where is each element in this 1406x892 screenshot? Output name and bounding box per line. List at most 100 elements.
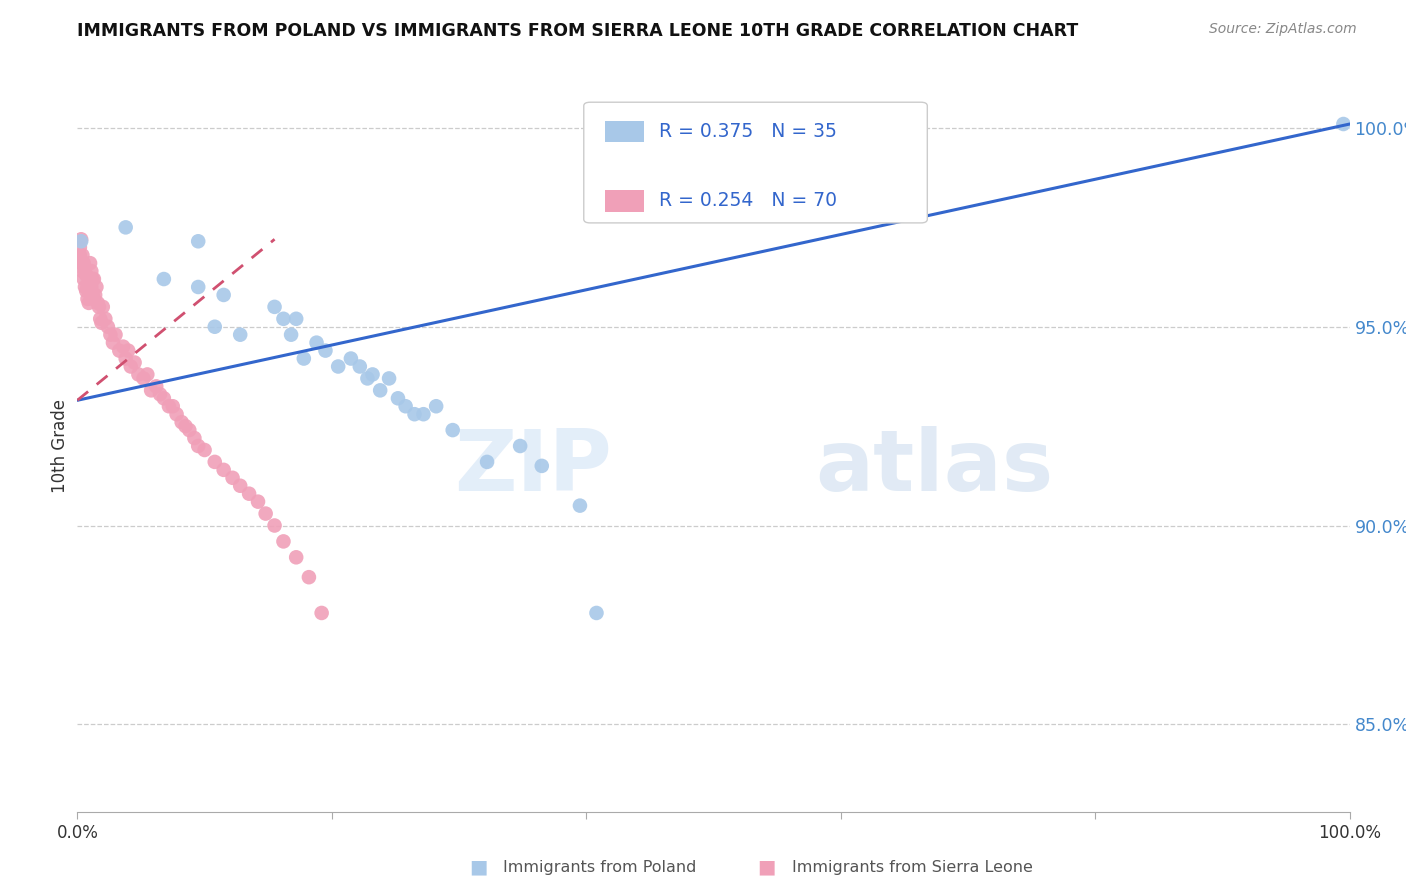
Point [314, 343, 336, 358]
Point [475, 455, 498, 469]
Text: atlas: atlas [815, 426, 1053, 509]
Point [162, 399, 184, 413]
Point [149, 387, 172, 401]
Point [91, 300, 114, 314]
Point [328, 359, 350, 374]
Point [127, 368, 149, 382]
Point [139, 384, 162, 398]
Point [247, 494, 270, 508]
Point [70, 256, 93, 270]
Point [394, 399, 416, 413]
Point [153, 392, 176, 406]
Point [77, 284, 100, 298]
Point [79, 272, 101, 286]
Point [212, 288, 235, 302]
Point [82, 272, 104, 286]
Point [70, 234, 93, 248]
Point [509, 439, 531, 453]
Point [229, 327, 252, 342]
Text: ZIP: ZIP [454, 426, 612, 509]
Point [349, 359, 371, 374]
Point [70, 232, 93, 246]
Point [305, 335, 328, 350]
Point [69, 248, 91, 262]
Point [80, 280, 103, 294]
Point [280, 327, 302, 342]
Point [170, 415, 193, 429]
Point [425, 399, 447, 413]
Point [221, 471, 243, 485]
Point [263, 300, 285, 314]
Point [530, 458, 553, 473]
Point [86, 296, 108, 310]
Point [73, 280, 96, 294]
Text: ■: ■ [756, 857, 776, 877]
Point [89, 311, 111, 326]
Point [90, 316, 112, 330]
Point [101, 335, 124, 350]
Point [73, 264, 96, 278]
Point [145, 379, 167, 393]
Point [340, 351, 363, 366]
Point [76, 292, 98, 306]
Point [273, 311, 295, 326]
Point [136, 368, 159, 382]
Point [69, 240, 91, 254]
Y-axis label: 10th Grade: 10th Grade [51, 399, 69, 493]
Point [585, 606, 607, 620]
Point [132, 371, 155, 385]
Point [72, 248, 94, 262]
Text: R = 0.375   N = 35: R = 0.375 N = 35 [659, 122, 837, 141]
Point [112, 340, 135, 354]
Point [73, 256, 96, 270]
FancyBboxPatch shape [583, 103, 928, 223]
Point [238, 486, 260, 500]
Point [79, 256, 101, 270]
FancyBboxPatch shape [606, 190, 644, 212]
Point [73, 272, 96, 286]
Point [83, 272, 105, 286]
Point [285, 311, 308, 326]
Point [72, 264, 94, 278]
Point [174, 419, 197, 434]
Point [80, 264, 103, 278]
Point [100, 327, 122, 342]
Text: R = 0.254   N = 70: R = 0.254 N = 70 [659, 192, 837, 211]
Point [204, 455, 226, 469]
Point [82, 288, 104, 302]
Point [441, 423, 464, 437]
Point [1331, 117, 1354, 131]
Point [77, 296, 100, 310]
Point [108, 343, 131, 358]
FancyBboxPatch shape [606, 120, 644, 143]
Point [254, 507, 277, 521]
Point [285, 550, 308, 565]
Point [153, 272, 176, 286]
Point [183, 431, 205, 445]
Text: ■: ■ [468, 857, 488, 877]
Point [361, 368, 384, 382]
Point [273, 534, 295, 549]
Text: Immigrants from Sierra Leone: Immigrants from Sierra Leone [792, 860, 1032, 874]
Point [212, 463, 235, 477]
Point [412, 407, 434, 421]
Point [194, 442, 217, 457]
Point [204, 319, 226, 334]
Point [114, 220, 136, 235]
Point [157, 399, 180, 413]
Text: Immigrants from Poland: Immigrants from Poland [503, 860, 697, 874]
Point [104, 327, 127, 342]
Point [187, 234, 209, 248]
Point [94, 311, 117, 326]
Point [76, 280, 98, 294]
Point [568, 499, 591, 513]
Point [263, 518, 285, 533]
Point [179, 423, 201, 437]
Point [86, 280, 108, 294]
Point [87, 300, 110, 314]
Point [75, 268, 97, 282]
Point [298, 570, 321, 584]
Point [404, 407, 426, 421]
Point [187, 439, 209, 453]
Point [120, 359, 142, 374]
